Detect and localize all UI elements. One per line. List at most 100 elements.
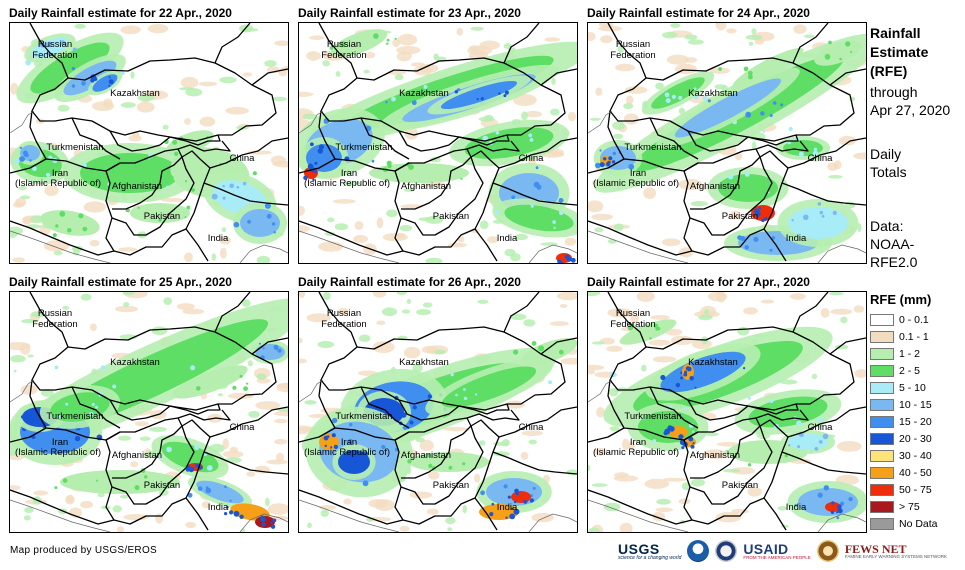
rain-cell [649, 337, 652, 340]
legend-swatch [870, 330, 894, 343]
country-label-china: China [519, 153, 545, 164]
rain-cell [363, 463, 366, 467]
rain-cell [349, 423, 353, 427]
rain-cell [419, 439, 434, 452]
rain-cell [687, 39, 704, 45]
rain-cell [796, 420, 802, 427]
coastline [299, 110, 324, 134]
rain-cell [196, 480, 244, 504]
rain-cell [743, 307, 758, 315]
panel-title: Daily Rainfall estimate for 22 Apr., 202… [9, 6, 232, 20]
rain-cell [358, 334, 371, 342]
rain-cell [831, 501, 835, 505]
rain-cell [613, 475, 639, 482]
border-line [755, 409, 809, 421]
rain-cell [837, 504, 842, 510]
country-borders [588, 292, 866, 531]
country-label-russia-line2: Federation [32, 50, 77, 61]
rain-cell [400, 412, 407, 418]
country-label-afghanistan: Afghanistan [112, 450, 162, 461]
rain-cell [641, 364, 647, 372]
rain-cell [823, 485, 829, 491]
border-line [214, 23, 251, 64]
rain-cell [239, 514, 244, 519]
rain-cell [74, 23, 86, 29]
rain-cell [692, 442, 695, 445]
rain-cell [747, 70, 753, 76]
rain-cell [255, 516, 275, 528]
rfe-title-line: Rainfall [870, 25, 921, 41]
rain-cell [197, 486, 203, 491]
rain-cell [97, 492, 105, 498]
rain-cell [100, 365, 106, 371]
rain-cell [71, 66, 76, 71]
rain-cell [425, 257, 443, 263]
legend-swatch [870, 313, 894, 326]
rain-cell [723, 468, 741, 473]
noaa-seal-icon [687, 540, 710, 562]
rain-cell [819, 210, 823, 215]
legend-item: 30 - 40 [870, 447, 938, 464]
rain-cell [144, 475, 148, 479]
rain-cell [262, 347, 265, 350]
country-label-india: India [497, 502, 518, 513]
rain-cell [683, 372, 688, 377]
rain-cell [557, 292, 577, 301]
rain-cell [559, 304, 568, 308]
rain-cell [678, 95, 683, 100]
border-line [111, 150, 211, 236]
border-line [448, 403, 510, 415]
legend-item: > 75 [870, 498, 938, 515]
rain-cell [538, 345, 545, 352]
rain-cell [343, 457, 348, 462]
rain-cell [333, 444, 338, 449]
rain-cell [412, 363, 423, 373]
rain-cell [317, 148, 323, 154]
rain-cell [428, 463, 433, 468]
rain-cell [462, 504, 467, 514]
rain-cell [158, 455, 162, 459]
rain-cell [396, 292, 407, 295]
rain-cell [612, 121, 626, 130]
rain-cell [12, 257, 25, 263]
border-line [466, 140, 520, 152]
rain-cell [317, 341, 335, 348]
rain-cell [108, 84, 111, 87]
border-line [29, 292, 69, 348]
rain-cell [588, 369, 595, 375]
rain-cell [505, 516, 508, 519]
rain-cell [255, 401, 281, 410]
rain-cell [608, 156, 613, 161]
rain-cell [386, 42, 389, 45]
rain-cell [267, 503, 288, 515]
rain-cell [256, 373, 267, 380]
rain-cell [535, 166, 539, 170]
rain-cell [338, 450, 370, 474]
rain-cell [794, 504, 798, 507]
border-line [109, 130, 161, 152]
rain-cell [830, 510, 835, 514]
rain-cell [247, 360, 253, 367]
rain-cell [172, 139, 178, 145]
rain-cell [524, 110, 542, 118]
rain-cell [550, 108, 560, 116]
coastlines [10, 379, 288, 532]
country-label-pakistan: Pakistan [722, 480, 758, 491]
rain-cell [274, 418, 288, 424]
rain-cell [548, 380, 553, 385]
rain-cell [833, 160, 842, 170]
rain-cell [648, 339, 671, 346]
rain-cell [473, 473, 481, 483]
rain-cell [222, 184, 225, 188]
legend-swatch [870, 449, 894, 462]
legend-item: 50 - 75 [870, 481, 938, 498]
usgs-tagline: science for a changing world [618, 554, 682, 561]
rain-cell [588, 364, 605, 371]
rain-cell [780, 379, 798, 385]
rain-cell [828, 175, 843, 179]
border-line [683, 417, 761, 479]
rain-cell [718, 67, 722, 71]
rain-cell [392, 38, 400, 48]
rain-cell [824, 53, 831, 60]
